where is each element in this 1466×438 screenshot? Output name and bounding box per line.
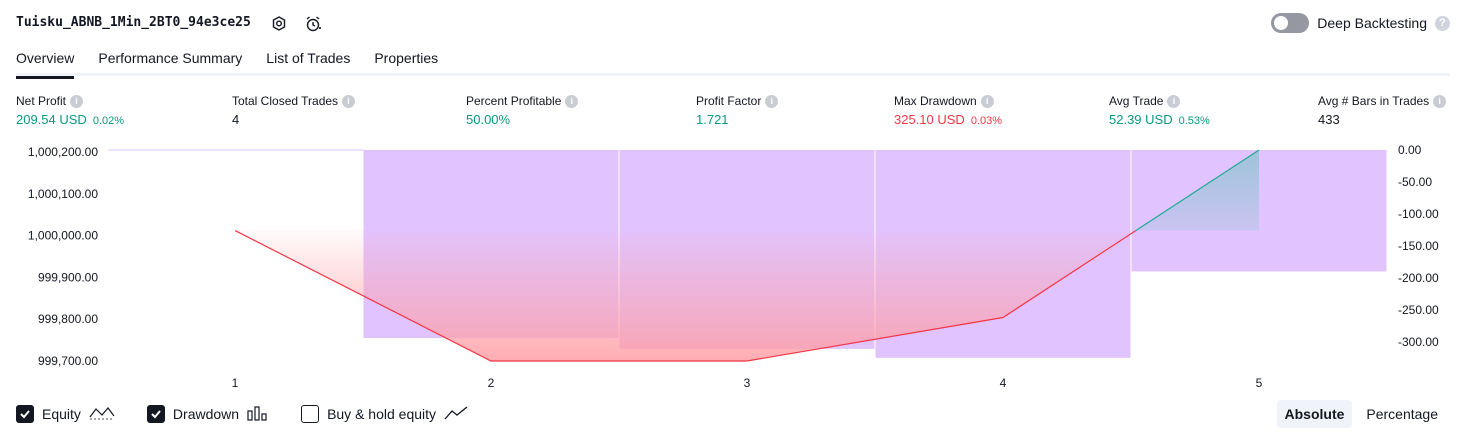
absolute-button[interactable]: Absolute xyxy=(1276,400,1353,428)
metric-label: Avg Trade xyxy=(1109,94,1164,108)
alarm-clock-icon[interactable] xyxy=(302,13,324,35)
equity-line-positive xyxy=(1135,149,1260,232)
equity-tick-label: 1,000,200.00 xyxy=(28,145,98,159)
metric-value: 209.54 USD xyxy=(16,112,87,127)
tab-list-of-trades[interactable]: List of Trades xyxy=(266,50,351,66)
metric-label: Net Profit xyxy=(16,94,67,108)
legend-label: Buy & hold equity xyxy=(327,406,437,422)
metric-profit-factor: Profit Factor i 1.721 xyxy=(696,94,779,127)
equity-tick-label: 1,000,100.00 xyxy=(28,187,98,201)
metric-label: Max Drawdown xyxy=(894,94,977,108)
drawdown-tick-label: -300.00 xyxy=(1398,335,1439,349)
help-icon[interactable]: ? xyxy=(1435,15,1450,31)
legend-label: Equity xyxy=(42,406,81,422)
deep-backtesting-toggle[interactable] xyxy=(1271,13,1310,33)
metric-label: Profit Factor xyxy=(696,94,762,108)
metric-avg-bars-in-trades: Avg # Bars in Trades i 433 xyxy=(1318,94,1447,127)
drawdown-tick-label: 0.00 xyxy=(1398,143,1422,157)
drawdown-tick-label: -150.00 xyxy=(1398,239,1439,253)
metric-percent: 0.02% xyxy=(92,115,125,127)
equity-tick-label: 999,800.00 xyxy=(38,312,98,326)
metric-percent-profitable: Percent Profitable i 50.00% xyxy=(466,94,579,127)
metric-value: 52.39 USD xyxy=(1109,112,1173,127)
chart-legend: Equity Drawdown Buy & hold equity xyxy=(16,402,500,426)
metric-value: 4 xyxy=(232,112,240,127)
equity-checkbox[interactable] xyxy=(16,405,34,423)
drawdown-tick-label: -200.00 xyxy=(1398,271,1439,285)
info-icon[interactable]: i xyxy=(980,94,994,108)
tab-overview[interactable]: Overview xyxy=(16,46,75,79)
legend-equity[interactable]: Equity xyxy=(16,405,115,424)
metric-percent: 0.03% xyxy=(970,115,1003,127)
info-icon[interactable]: i xyxy=(1167,94,1181,108)
deep-backtesting-label: Deep Backtesting xyxy=(1317,15,1427,31)
report-header: Tuisku_ABNB_1Min_2BT0_94e3ce25 Deep Back… xyxy=(16,12,1450,36)
info-icon[interactable]: i xyxy=(342,94,356,108)
trade-tick-label: 1 xyxy=(232,376,239,390)
metric-max-drawdown: Max Drawdown i 325.10 USD 0.03% xyxy=(894,94,1002,127)
tab-performance-summary[interactable]: Performance Summary xyxy=(98,50,243,66)
equity-drawdown-chart[interactable]: 1,000,200.00 1,000,100.00 1,000,000.00 999,… xyxy=(0,140,1466,395)
metric-avg-trade: Avg Trade i 52.39 USD 0.53% xyxy=(1109,94,1210,127)
equity-axis: 1,000,200.00 1,000,100.00 1,000,000.00 999,… xyxy=(28,145,98,368)
metric-percent: 0.53% xyxy=(1178,115,1210,127)
metrics-row: Net Profit i 209.54 USD 0.02% Total Closed… xyxy=(16,94,1450,130)
drawdown-tick-label: -100.00 xyxy=(1398,207,1439,221)
metric-label: Avg # Bars in Trades xyxy=(1318,94,1430,108)
metric-label: Percent Profitable xyxy=(466,94,562,108)
report-tabs: Overview Performance Summary List of Tra… xyxy=(16,46,1450,79)
equity-line-icon xyxy=(89,405,115,424)
metric-total-closed-trades: Total Closed Trades i 4 xyxy=(232,94,356,127)
metric-value: 1.721 xyxy=(696,112,729,127)
metric-label: Total Closed Trades xyxy=(232,94,339,108)
drawdown-bars-icon xyxy=(247,405,269,424)
drawdown-checkbox[interactable] xyxy=(146,405,165,423)
drawdown-axis: 0.00 -50.00 -100.00 -150.00 -200.00 -250.00 -3… xyxy=(1398,143,1439,349)
metric-value: 325.10 USD xyxy=(894,112,965,127)
equity-tick-label: 999,700.00 xyxy=(38,354,98,368)
equity-tick-label: 999,900.00 xyxy=(38,270,98,284)
trade-axis: 1 2 3 4 5 xyxy=(232,376,1263,390)
value-mode-switch: Absolute Percentage xyxy=(1276,400,1447,428)
info-icon[interactable]: i xyxy=(565,94,579,108)
buy-hold-line-icon xyxy=(444,405,468,424)
trade-tick-label: 5 xyxy=(1256,376,1263,390)
equity-fill-negative xyxy=(235,230,1136,361)
equity-area xyxy=(234,149,1260,362)
legend-buy-hold[interactable]: Buy & hold equity xyxy=(301,405,468,424)
legend-drawdown[interactable]: Drawdown xyxy=(146,405,269,424)
legend-label: Drawdown xyxy=(172,406,240,422)
metric-value: 433 xyxy=(1318,112,1340,127)
equity-line xyxy=(234,229,1137,362)
strategy-name: Tuisku_ABNB_1Min_2BT0_94e3ce25 xyxy=(16,15,251,30)
tab-properties[interactable]: Properties xyxy=(374,50,439,66)
metric-net-profit: Net Profit i 209.54 USD 0.02% xyxy=(16,94,124,127)
drawdown-tick-label: -50.00 xyxy=(1398,175,1432,189)
trade-tick-label: 4 xyxy=(1000,376,1007,390)
trade-tick-label: 3 xyxy=(744,376,751,390)
info-icon[interactable]: i xyxy=(70,94,84,108)
drawdown-tick-label: -250.00 xyxy=(1398,303,1439,317)
info-icon[interactable]: i xyxy=(765,94,779,108)
deep-backtesting: Deep Backtesting ? xyxy=(1271,13,1450,33)
metric-value: 50.00% xyxy=(466,112,511,127)
gear-icon[interactable] xyxy=(268,13,290,35)
equity-tick-label: 1,000,000.00 xyxy=(28,229,98,243)
trade-tick-label: 2 xyxy=(488,376,495,390)
buy-hold-checkbox[interactable] xyxy=(301,405,320,423)
percentage-button[interactable]: Percentage xyxy=(1366,406,1438,422)
info-icon[interactable]: i xyxy=(1433,94,1447,108)
